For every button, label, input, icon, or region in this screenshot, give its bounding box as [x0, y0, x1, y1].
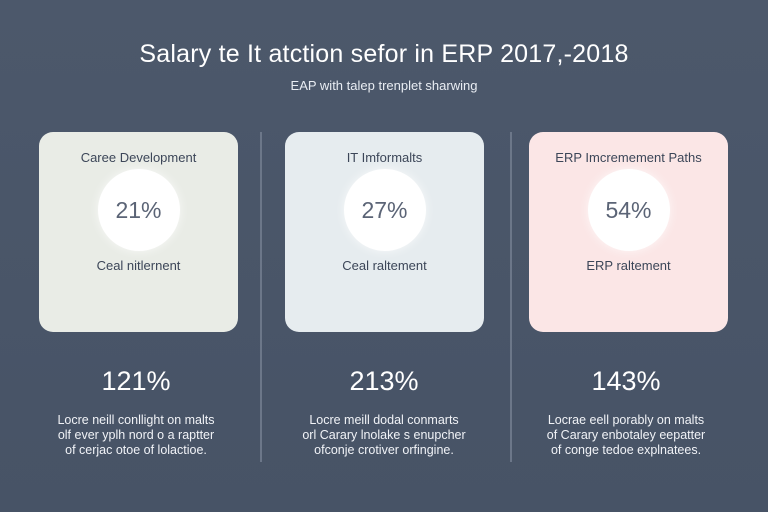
card-label: Caree Development	[80, 150, 197, 165]
card-caption: ERP raltement	[586, 258, 671, 273]
percent-circle: 21%	[97, 169, 180, 251]
big-value: 121%	[101, 366, 171, 396]
big-value: 213%	[349, 366, 419, 396]
page-title: Salary te It atction sefor in ERP 2017,-…	[139, 40, 629, 68]
description-line: Locre meill dodal conmarts	[309, 413, 459, 427]
metric-card-career: Caree Development 21% Ceal nitlernent	[39, 132, 238, 332]
percent-circle: 54%	[587, 169, 670, 251]
description-line: orl Carary lnolake s enupcher	[302, 428, 466, 442]
description-line: of conge tedoe explnatees.	[550, 443, 702, 457]
card-label: ERP Imcremement Paths	[555, 150, 702, 165]
big-value: 143%	[591, 366, 661, 396]
metric-card-it: IT Imformalts 27% Ceal raltement	[285, 132, 484, 332]
card-caption: Ceal nitlernent	[96, 258, 181, 273]
description: Locre meill dodal conmarts orl Carary ln…	[284, 413, 484, 458]
page-subtitle: EAP with talep trenplet sharwing	[290, 78, 478, 93]
description: Locrae eell porably on malts of Carary e…	[526, 413, 726, 458]
description: Locre neill conllight on malts olf ever …	[36, 413, 236, 458]
description-line: olf ever yplh nord o a raptter	[57, 428, 215, 442]
description-line: Locre neill conllight on malts	[57, 413, 215, 427]
percent-circle: 27%	[343, 169, 426, 251]
description-line: of cerjac otoe of lolactioe.	[65, 443, 207, 457]
description-line: of Carary enbotaley eepatter	[546, 428, 706, 442]
description-line: Locrae eell porably on malts	[547, 413, 705, 427]
column-divider	[510, 132, 512, 462]
card-label: IT Imformalts	[346, 150, 423, 165]
card-caption: Ceal raltement	[342, 258, 427, 273]
description-line: ofconje crotiver orfingine.	[314, 443, 454, 457]
column-divider	[260, 132, 262, 462]
metric-card-erp: ERP Imcremement Paths 54% ERP raltement	[529, 132, 728, 332]
